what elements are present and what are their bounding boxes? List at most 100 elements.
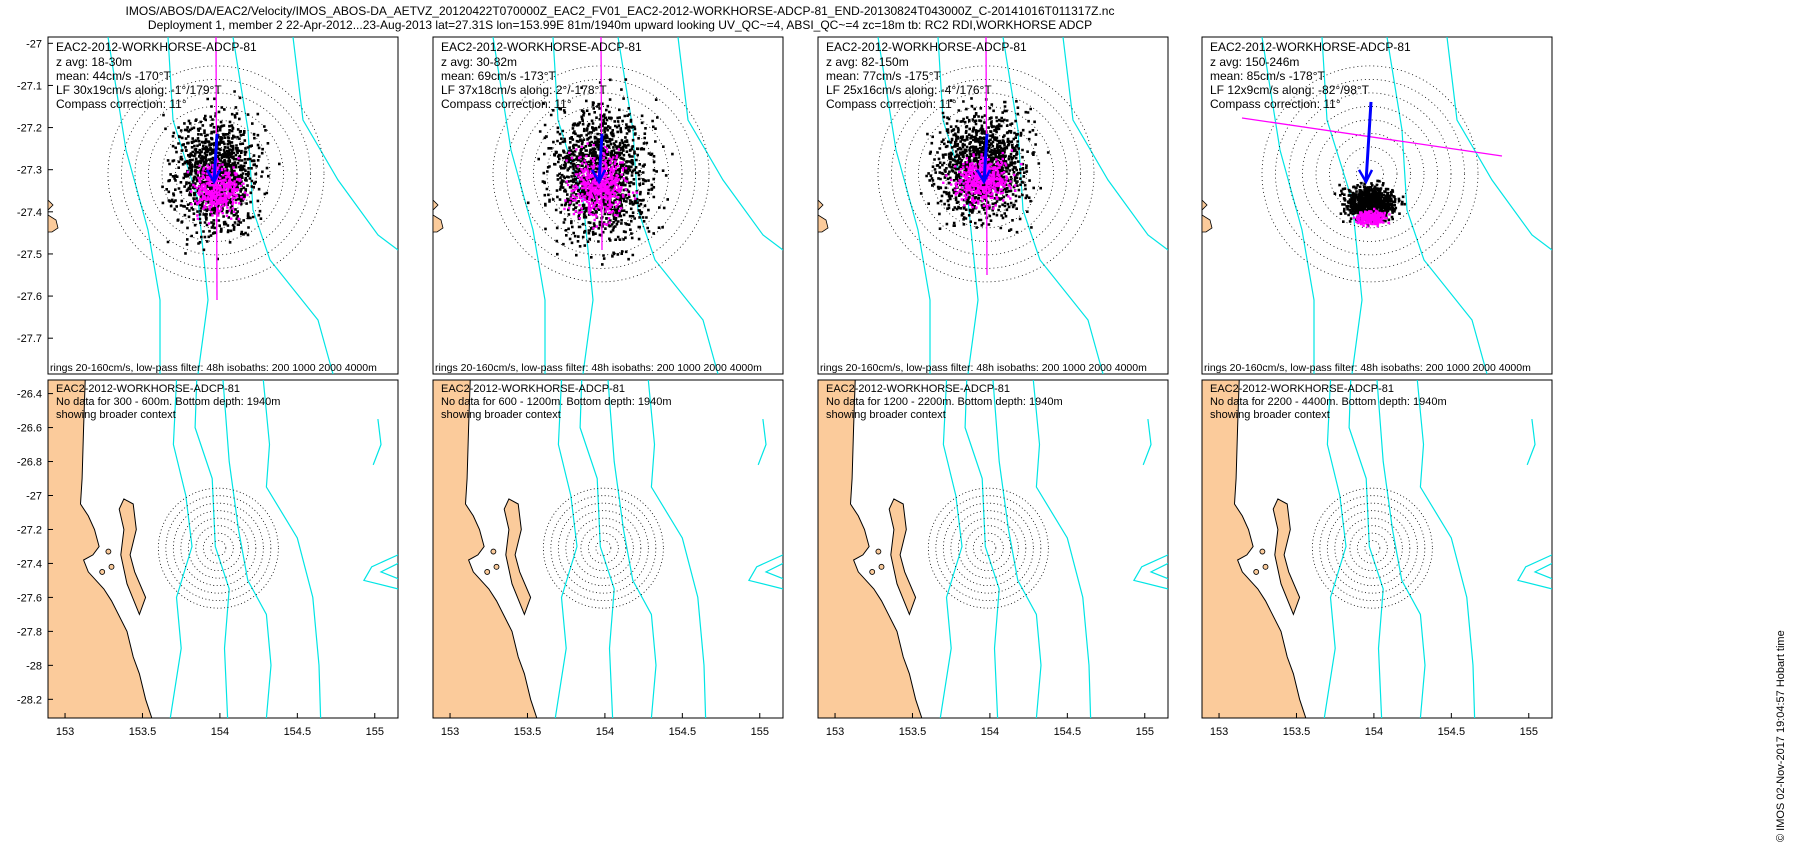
x-tick-label: 154 [981, 726, 999, 738]
isobath [747, 554, 783, 590]
islet [99, 569, 106, 575]
panel-title: EAC2-2012-WORKHORSE-ADCP-81 [826, 40, 1027, 54]
x-tick-label: 153 [1210, 726, 1228, 738]
depth-range-label: z avg: 82-150m [826, 55, 909, 69]
mean-velocity-label: mean: 77cm/s -175°T [826, 69, 942, 83]
mean-arrow-head [205, 169, 222, 185]
y-tick-label: -26.8 [17, 457, 42, 469]
range-ring [945, 133, 1027, 215]
y-tick-label: -28 [26, 660, 42, 672]
isobath [262, 380, 322, 718]
isobath-2000m [232, 37, 334, 374]
range-ring [1311, 487, 1433, 609]
y-tick-label: -27.2 [17, 123, 42, 135]
map-area [48, 37, 398, 374]
islet [484, 569, 491, 575]
y-tick-label: -27.2 [17, 524, 42, 536]
x-tick-label: 153.5 [129, 726, 157, 738]
isobath [1142, 419, 1152, 466]
isobath [1376, 380, 1426, 718]
range-ring [533, 106, 669, 242]
range-ring [1329, 133, 1411, 215]
mean-arrow-head [975, 169, 992, 185]
y-tick-label: -27.6 [17, 291, 42, 303]
x-tick-label: 155 [1136, 726, 1154, 738]
isobath [222, 380, 272, 718]
y-tick-label: -27.6 [17, 592, 42, 604]
isobath [1323, 380, 1347, 718]
island [1202, 199, 1208, 211]
range-ring [972, 532, 1004, 564]
top-panel-1: EAC2-2012-WORKHORSE-ADCP-81z avg: 18-30m… [17, 36, 399, 375]
ring-legend-footer: rings 20-160cm/s, low-pass filter: 48h i… [820, 362, 1147, 374]
context-label: showing broader context [1210, 409, 1330, 421]
isobath-4000m [1062, 37, 1168, 251]
isobath [1032, 380, 1092, 718]
range-ring [1275, 79, 1465, 269]
lowpass-ellipse-label: LF 12x9cm/s along: -82°/98°T [1210, 83, 1370, 97]
range-ring [1302, 106, 1438, 242]
ring-legend-footer: rings 20-160cm/s, low-pass filter: 48h i… [50, 362, 377, 374]
y-tick-label: -27.8 [17, 626, 42, 638]
range-ring [942, 502, 1034, 594]
range-ring [172, 502, 264, 594]
map-area [48, 380, 398, 718]
range-ring [935, 495, 1042, 602]
y-tick-label: -28.2 [17, 694, 42, 706]
x-tick-label: 153 [56, 726, 74, 738]
islet [108, 563, 115, 570]
mean-velocity-arrow [597, 133, 604, 182]
y-tick-label: -27.5 [17, 249, 42, 261]
isobath [964, 380, 1000, 718]
range-ring [1319, 495, 1426, 602]
y-tick-label: -27.1 [17, 80, 42, 92]
x-tick-label: 153.5 [514, 726, 542, 738]
mainland-coast [48, 380, 153, 718]
panel-title: EAC2-2012-WORKHORSE-ADCP-81 [56, 383, 240, 395]
isobath-2000m [1002, 37, 1104, 374]
isobath [1132, 554, 1168, 590]
islet [878, 563, 885, 570]
range-ring [134, 92, 298, 256]
panel-title: EAC2-2012-WORKHORSE-ADCP-81 [441, 40, 642, 54]
range-ring [980, 540, 997, 557]
ring-legend-footer: rings 20-160cm/s, low-pass filter: 48h i… [435, 362, 762, 374]
x-tick-label: 154 [211, 726, 229, 738]
no-data-label: No data for 600 - 1200m. Bottom depth: 1… [441, 396, 672, 408]
range-ring [904, 92, 1068, 256]
y-tick-label: -26.6 [17, 423, 42, 435]
island [433, 199, 439, 211]
mean-velocity-label: mean: 44cm/s -170°T [56, 69, 172, 83]
island [48, 199, 54, 211]
panel-title: EAC2-2012-WORKHORSE-ADCP-81 [1210, 383, 1394, 395]
x-tick-label: 154.5 [284, 726, 312, 738]
range-ring [587, 532, 619, 564]
panel-title: EAC2-2012-WORKHORSE-ADCP-81 [1210, 40, 1411, 54]
y-tick-label: -27.7 [17, 333, 42, 345]
islet [869, 569, 876, 575]
range-ring [202, 532, 234, 564]
figure-title-line-1: IMOS/ABOS/DA/EAC2/Velocity/IMOS_ABOS-DA_… [125, 4, 1115, 18]
mean-velocity-arrow [1364, 101, 1373, 182]
x-tick-label: 154 [1365, 726, 1383, 738]
range-ring [542, 487, 664, 609]
range-ring [148, 106, 284, 242]
range-ring [1326, 502, 1418, 594]
range-ring [195, 525, 242, 572]
figure-title-line-2: Deployment 1, member 2 22-Apr-2012...23-… [147, 18, 1093, 32]
isobath-2000m [1386, 37, 1488, 374]
no-data-label: No data for 2200 - 4400m. Bottom depth: … [1210, 396, 1447, 408]
top-panel-3: EAC2-2012-WORKHORSE-ADCP-81z avg: 82-150… [817, 36, 1169, 375]
isobath [1348, 380, 1384, 718]
range-ring [187, 517, 249, 579]
x-tick-label: 153.5 [899, 726, 927, 738]
ring-legend-footer: rings 20-160cm/s, low-pass filter: 48h i… [1204, 362, 1531, 374]
mean-velocity-label: mean: 69cm/s -173°T [441, 69, 557, 83]
context-label: showing broader context [826, 409, 946, 421]
islet [493, 563, 500, 570]
compass-correction-label: Compass correction: 11° [441, 97, 572, 111]
map-area [818, 380, 1168, 718]
x-tick-label: 153 [826, 726, 844, 738]
